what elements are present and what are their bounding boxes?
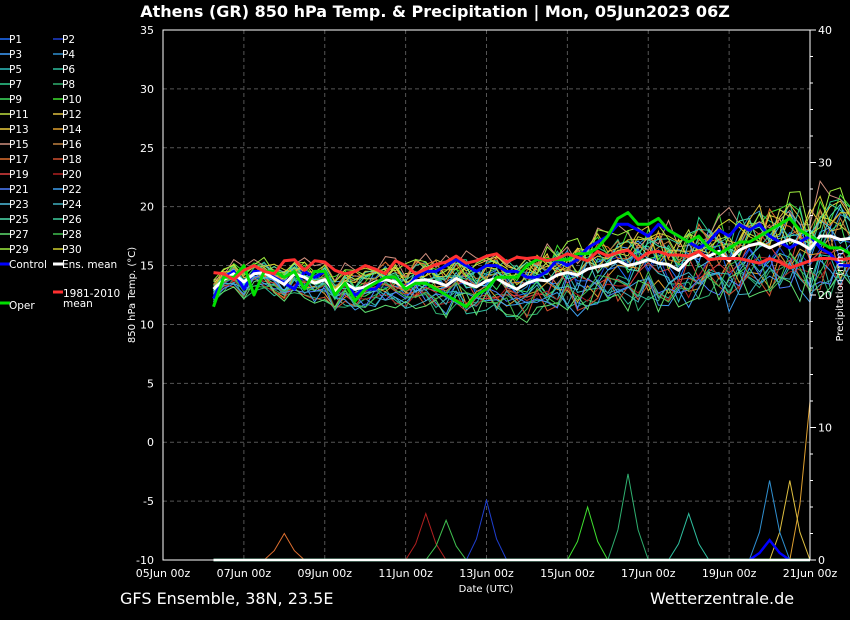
- x-tick-label: 13Jun 00z: [459, 567, 514, 580]
- x-tick-label: 05Jun 00z: [136, 567, 191, 580]
- footer-model: GFS Ensemble, 38N, 23.5E: [120, 589, 333, 608]
- legend-label: Oper: [9, 300, 35, 312]
- legend-label: P29: [9, 244, 29, 256]
- y-axis-left: -10 -5 0 5 10 15 20 25 30 35: [136, 24, 154, 567]
- precip-line-p6: [213, 512, 810, 561]
- member-line-p27: [213, 264, 850, 324]
- precip-line-p14: [213, 400, 811, 561]
- chart-title: Athens (GR) 850 hPa Temp. & Precipitatio…: [140, 2, 730, 22]
- legend-label: P20: [62, 169, 82, 181]
- y-axis-right-label: Precipitation (mm): [835, 248, 846, 341]
- y-tick-label: 10: [140, 318, 154, 331]
- precip-line-control: [213, 538, 810, 562]
- footer-source: Wetterzentrale.de: [650, 589, 794, 608]
- x-tick-label: 11Jun 00z: [378, 567, 433, 580]
- legend: P1 P2 P3 P4 P5 P6 P7 P8 P9 P10 P11 P12 P13 P14 P15 P16 P…: [0, 34, 120, 312]
- y-tick-label: -10: [136, 554, 154, 567]
- y-tick-label: 30: [140, 83, 154, 96]
- y-right-tick-label: 20: [818, 289, 832, 302]
- legend-label: P16: [62, 139, 82, 151]
- legend-label: P13: [9, 124, 29, 136]
- x-axis: 05Jun 00z 07Jun 00z 09Jun 00z 11Jun 00z 13Ju…: [136, 567, 838, 580]
- y-tick-label: 5: [147, 377, 154, 390]
- highlight-series: [212, 211, 850, 309]
- legend-label: P18: [62, 154, 82, 166]
- precip-line-p10: [213, 505, 810, 561]
- x-tick-label: 19Jun 00z: [702, 567, 757, 580]
- precip-line-p28: [213, 518, 810, 561]
- legend-label: P4: [62, 49, 75, 61]
- x-axis-label: Date (UTC): [459, 584, 514, 595]
- series-line-oper: [212, 211, 850, 309]
- legend-label: P28: [62, 229, 82, 241]
- legend-label: P21: [9, 184, 29, 196]
- legend-label: P3: [9, 49, 22, 61]
- legend-label: P30: [62, 244, 82, 256]
- y-axis-label: 850 hPa Temp. (°C): [127, 247, 138, 343]
- member-line-p8: [213, 255, 850, 316]
- precipitation-series: [213, 400, 811, 562]
- member-line-p21: [213, 244, 850, 312]
- legend-label: P26: [62, 214, 82, 226]
- y-tick-label: 15: [140, 260, 154, 273]
- legend-label: P25: [9, 214, 29, 226]
- legend-label: Ens. mean: [62, 259, 117, 271]
- member-line-p18: [213, 251, 850, 319]
- legend-label: P6: [62, 64, 75, 76]
- precip-line-p17: [213, 532, 810, 561]
- legend-label: P5: [9, 64, 22, 76]
- legend-label: P7: [9, 79, 22, 91]
- y-tick-label: -5: [143, 495, 154, 508]
- legend-label: P11: [9, 109, 29, 121]
- x-tick-label: 07Jun 00z: [217, 567, 272, 580]
- legend-label: P24: [62, 199, 82, 211]
- y-right-tick-label: 10: [818, 422, 832, 435]
- legend-label: P10: [62, 94, 82, 106]
- y-right-tick-label: 40: [818, 24, 832, 37]
- x-tick-label: 21Jun 00z: [783, 567, 838, 580]
- series-line-ens-mean: [212, 234, 850, 293]
- member-line-p28: [213, 252, 850, 321]
- precip-line-p12: [213, 480, 811, 561]
- precip-line-p8: [213, 473, 810, 561]
- precip-line-p2: [213, 498, 810, 561]
- member-line-p29: [213, 187, 850, 283]
- y-tick-label: 25: [140, 142, 154, 155]
- legend-label: P12: [62, 109, 82, 121]
- legend-label: P17: [9, 154, 29, 166]
- precip-line-p20: [213, 512, 810, 561]
- y-axis-right: 0 10 20 30 40: [810, 24, 832, 567]
- legend-label: P14: [62, 124, 82, 136]
- y-right-tick-label: 0: [818, 554, 825, 567]
- x-tick-label: 17Jun 00z: [621, 567, 676, 580]
- series-line-control: [212, 222, 850, 300]
- x-tick-label: 09Jun 00z: [298, 567, 353, 580]
- legend-label: P19: [9, 169, 29, 181]
- member-line-p24: [213, 251, 850, 312]
- legend-label: P27: [9, 229, 29, 241]
- series-line-1981-2010-mean: [213, 248, 850, 282]
- legend-label: P9: [9, 94, 22, 106]
- legend-label: mean: [63, 298, 93, 310]
- y-right-tick-label: 30: [818, 157, 832, 170]
- y-tick-label: 20: [140, 201, 154, 214]
- legend-label: P1: [9, 34, 22, 46]
- legend-label: P22: [62, 184, 82, 196]
- y-tick-label: 35: [140, 24, 154, 37]
- ensemble-members: [213, 180, 850, 324]
- legend-label: 1981-2010: [63, 288, 120, 300]
- legend-label: P8: [62, 79, 75, 91]
- legend-label: P15: [9, 139, 29, 151]
- x-tick-label: 15Jun 00z: [540, 567, 595, 580]
- precip-line-p4: [213, 480, 810, 561]
- member-line-p22: [213, 259, 850, 317]
- member-line-p23: [213, 219, 850, 295]
- legend-label: P23: [9, 199, 29, 211]
- legend-label: Control: [9, 259, 47, 271]
- legend-label: P2: [62, 34, 75, 46]
- y-tick-label: 0: [147, 436, 154, 449]
